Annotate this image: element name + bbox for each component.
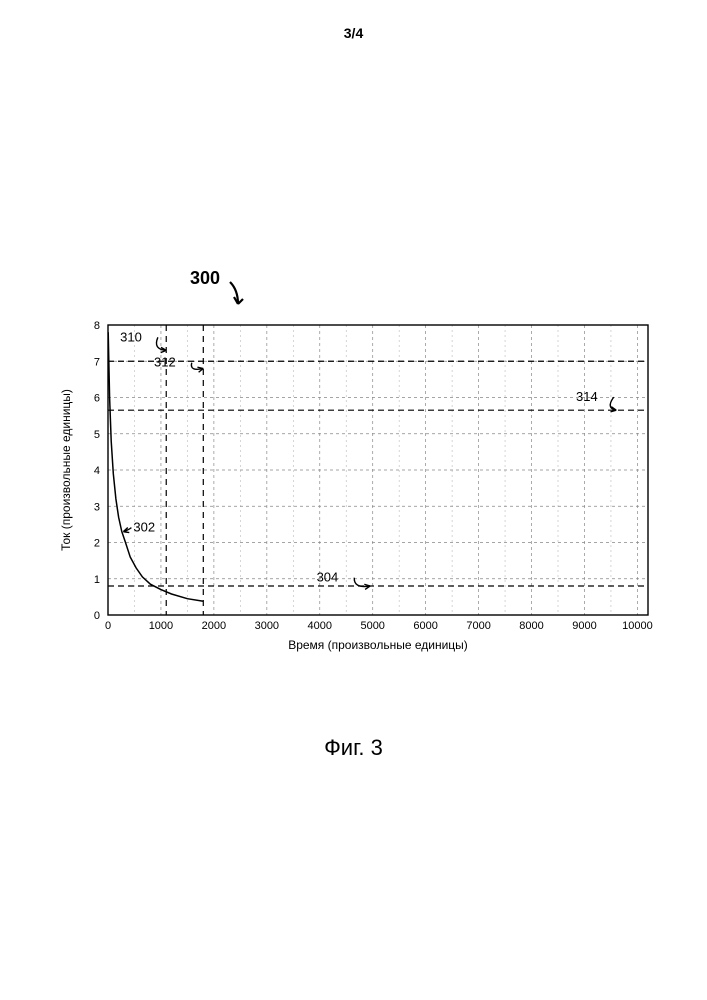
y-axis-label: Ток (произвольные единицы) (59, 389, 73, 551)
xtick-label: 6000 (413, 620, 437, 632)
chart-container: 0 1000 2000 3000 4000 5000 6000 7000 8000 9000 100… (50, 315, 660, 660)
ytick-label: 3 (94, 501, 100, 513)
ytick-label: 0 (94, 610, 100, 622)
xtick-label: 5000 (360, 620, 384, 632)
xtick-label: 0 (105, 620, 111, 632)
page-number: 3/4 (0, 25, 707, 41)
xtick-label: 10000 (622, 620, 653, 632)
ytick-label: 8 (94, 320, 100, 332)
figure-caption: Фиг. 3 (0, 735, 707, 761)
x-axis-label: Время (произвольные единицы) (288, 638, 468, 652)
ytick-label: 4 (94, 465, 100, 477)
xtick-label: 1000 (149, 620, 173, 632)
annotation-312: 312 (154, 355, 176, 370)
ytick-label: 7 (94, 356, 100, 368)
ytick-label: 6 (94, 393, 100, 405)
xtick-label: 4000 (308, 620, 332, 632)
xtick-label: 9000 (572, 620, 596, 632)
ytick-label: 2 (94, 538, 100, 550)
ytick-label: 1 (94, 574, 100, 586)
annotation-314: 314 (576, 389, 598, 404)
arrow-icon (224, 278, 258, 312)
figure-reference-label: 300 (190, 268, 220, 289)
xtick-label: 7000 (466, 620, 490, 632)
line-chart: 0 1000 2000 3000 4000 5000 6000 7000 8000 9000 100… (50, 315, 660, 660)
xtick-label: 2000 (202, 620, 226, 632)
annotation-304: 304 (317, 570, 339, 585)
xtick-label: 8000 (519, 620, 543, 632)
page: 3/4 300 01000200030004000500060007000800… (0, 0, 707, 1000)
xtick-label: 3000 (255, 620, 279, 632)
annotation-302: 302 (133, 520, 155, 535)
ytick-label: 5 (94, 429, 100, 441)
annotation-310: 310 (120, 329, 142, 344)
